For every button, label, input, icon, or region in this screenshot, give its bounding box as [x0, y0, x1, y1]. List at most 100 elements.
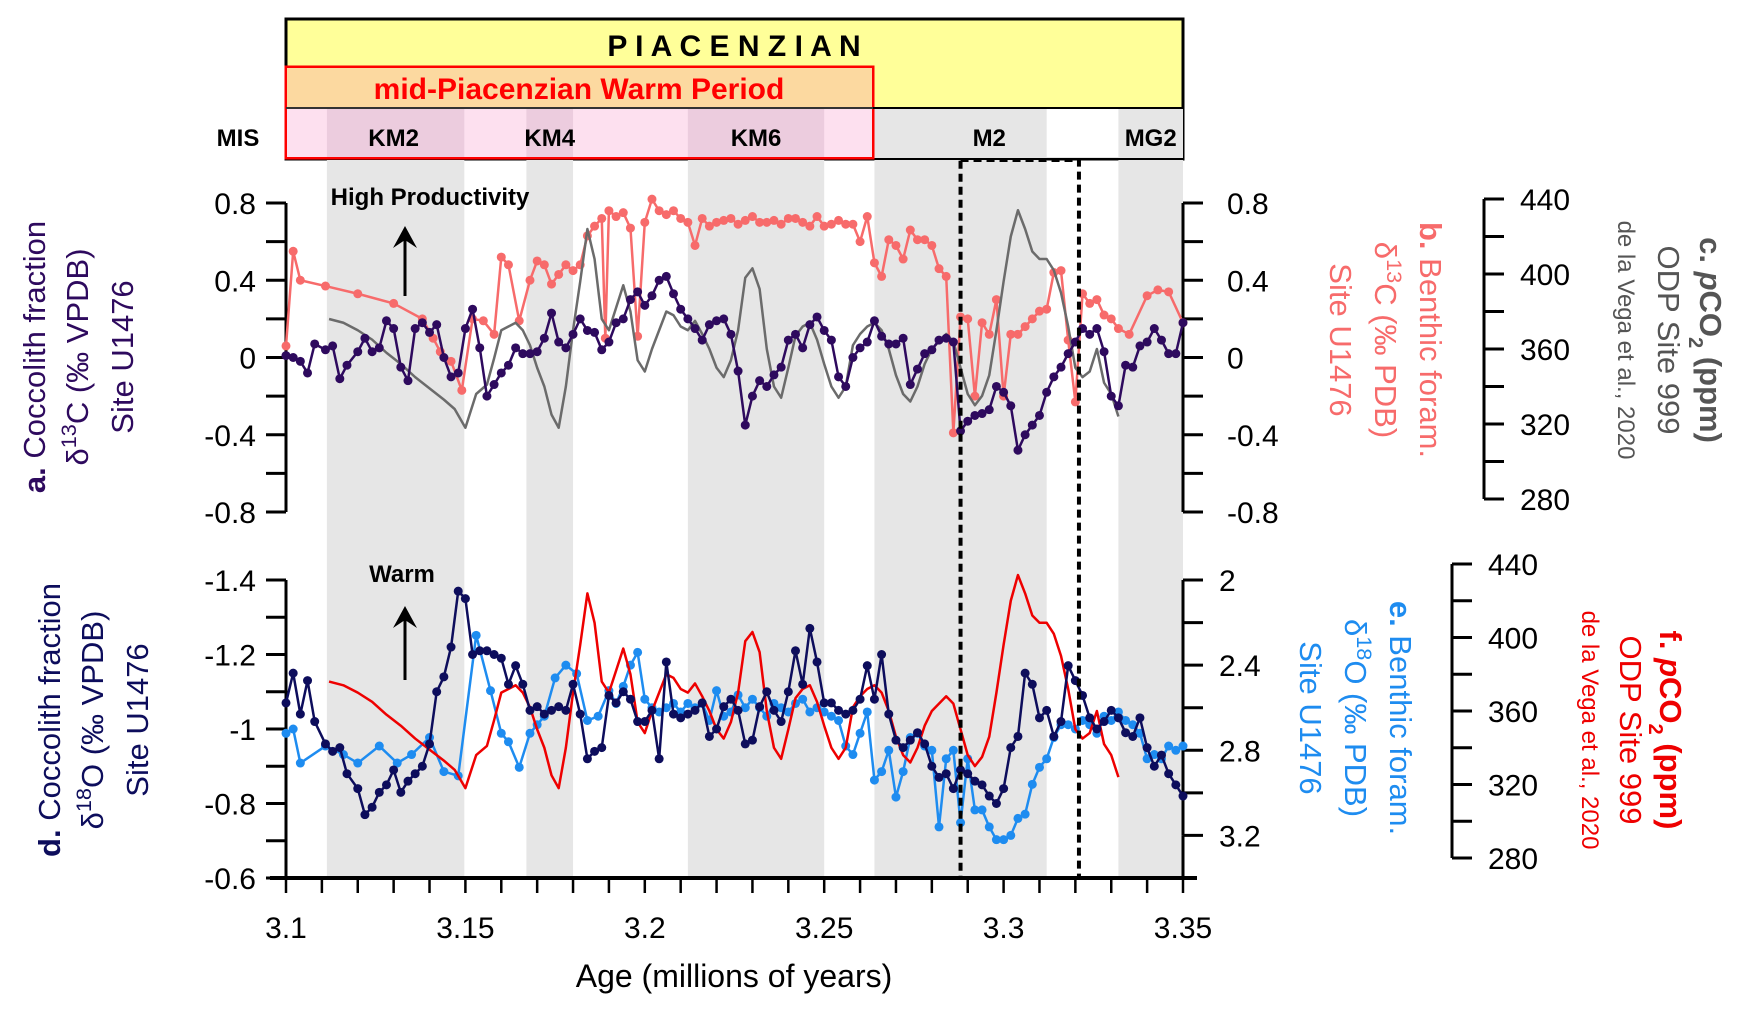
series-point-coccolith-c13 — [834, 372, 844, 382]
series-point-coccolith-c13 — [654, 275, 664, 285]
series-point-benthic-o18 — [1006, 830, 1016, 840]
series-point-benthic-c13 — [712, 217, 722, 227]
axis-d-label-3: Site U1476 — [120, 643, 155, 796]
series-point-coccolith-c13 — [554, 337, 564, 347]
series-point-benthic-c13 — [769, 215, 779, 225]
series-point-coccolith-c13 — [482, 391, 492, 401]
series-point-coccolith-c13 — [848, 353, 858, 362]
x-axis-label: Age (millions of years) — [576, 958, 893, 994]
series-point-coccolith-o18 — [1049, 731, 1059, 741]
series-point-coccolith-o18 — [453, 586, 463, 596]
series-point-benthic-o18 — [1171, 745, 1181, 755]
series-point-benthic-c13 — [719, 215, 729, 225]
series-point-benthic-o18 — [948, 745, 958, 755]
series-point-coccolith-o18 — [561, 705, 571, 715]
series-point-benthic-c13 — [568, 266, 578, 276]
series-point-coccolith-o18 — [410, 769, 420, 779]
series-point-coccolith-o18 — [1121, 728, 1131, 738]
series-point-coccolith-o18 — [1063, 661, 1073, 671]
axis-f-label: f. pCO2 (ppm) — [1644, 631, 1688, 830]
series-point-benthic-c13 — [762, 217, 772, 227]
series-point-benthic-c13 — [855, 237, 865, 247]
series-point-benthic-c13 — [912, 235, 922, 245]
series-point-coccolith-c13 — [432, 320, 442, 330]
series-point-coccolith-o18 — [848, 705, 858, 715]
glacial-band — [687, 160, 825, 878]
series-point-coccolith-c13 — [991, 381, 1001, 391]
mis-stage-km6: KM6 — [731, 125, 782, 152]
series-point-benthic-c13 — [1106, 314, 1116, 324]
series-point-coccolith-o18 — [374, 787, 384, 797]
series-point-benthic-c13 — [478, 316, 488, 326]
series-point-benthic-c13 — [539, 260, 549, 270]
series-point-benthic-c13 — [783, 213, 793, 223]
axis-e-label: e. Benthic foram. — [1383, 601, 1418, 835]
series-point-benthic-c13 — [841, 219, 851, 229]
series-point-coccolith-c13 — [410, 324, 420, 334]
mis-glacial-shade — [326, 109, 465, 157]
series-point-coccolith-o18 — [647, 705, 657, 715]
series-point-coccolith-c13 — [956, 426, 966, 436]
axis-e-tick-label: 2.4 — [1219, 650, 1261, 683]
series-point-coccolith-c13 — [920, 349, 930, 359]
series-point-benthic-o18 — [353, 758, 363, 768]
series-point-benthic-o18 — [1027, 779, 1037, 789]
series-point-coccolith-c13 — [1027, 420, 1037, 430]
axis-d-tick-label: -0.8 — [204, 789, 256, 822]
series-point-coccolith-o18 — [425, 739, 435, 749]
series-point-benthic-c13 — [618, 208, 628, 218]
series-point-coccolith-c13 — [934, 335, 944, 345]
series-point-benthic-c13 — [669, 206, 679, 216]
series-point-benthic-c13 — [654, 206, 664, 216]
series-point-coccolith-o18 — [381, 780, 391, 790]
series-point-benthic-c13 — [690, 240, 700, 250]
axis-a-tick-label: -0.8 — [204, 497, 256, 530]
series-point-coccolith-c13 — [547, 308, 557, 318]
series-point-coccolith-c13 — [396, 362, 406, 372]
series-point-coccolith-c13 — [611, 318, 621, 328]
series-point-coccolith-c13 — [805, 320, 815, 330]
series-point-coccolith-o18 — [403, 776, 413, 786]
series-point-coccolith-c13 — [1156, 335, 1166, 345]
series-point-benthic-c13 — [963, 314, 973, 324]
series-point-coccolith-c13 — [532, 347, 542, 357]
series-point-coccolith-c13 — [963, 416, 973, 426]
series-point-coccolith-c13 — [762, 381, 772, 391]
series-point-coccolith-c13 — [625, 295, 635, 305]
series-point-coccolith-o18 — [328, 746, 338, 756]
series-point-coccolith-o18 — [948, 784, 958, 794]
series-point-coccolith-c13 — [877, 331, 887, 341]
series-point-coccolith-o18 — [432, 687, 442, 697]
series-point-coccolith-o18 — [1156, 750, 1166, 760]
axis-f-tick-label: 360 — [1488, 696, 1538, 729]
series-point-coccolith-o18 — [826, 698, 836, 708]
series-point-coccolith-o18 — [335, 743, 345, 753]
series-point-benthic-o18 — [471, 630, 481, 640]
series-point-coccolith-c13 — [776, 362, 786, 372]
series-point-coccolith-c13 — [905, 380, 915, 390]
series-point-benthic-c13 — [834, 215, 844, 225]
series-point-coccolith-o18 — [1164, 769, 1174, 779]
series-point-benthic-c13 — [805, 221, 815, 231]
axis-f-label-3: de la Vega et al., 2020 — [1576, 611, 1603, 850]
series-point-benthic-o18 — [1178, 741, 1188, 751]
axis-f-tick-label: 440 — [1488, 549, 1538, 582]
series-point-benthic-c13 — [320, 281, 330, 291]
series-point-benthic-c13 — [1085, 298, 1095, 308]
series-point-coccolith-c13 — [590, 327, 600, 337]
series-point-coccolith-o18 — [783, 687, 793, 697]
series-point-benthic-o18 — [503, 737, 513, 747]
series-point-coccolith-c13 — [518, 349, 528, 359]
series-point-benthic-o18 — [1034, 762, 1044, 772]
series-point-coccolith-c13 — [439, 353, 449, 362]
series-point-benthic-c13 — [525, 275, 535, 285]
series-point-benthic-o18 — [740, 703, 750, 713]
warm-annotation: Warm — [369, 561, 435, 588]
series-point-benthic-c13 — [1034, 306, 1044, 316]
series-point-coccolith-c13 — [970, 410, 980, 420]
series-point-coccolith-o18 — [1013, 731, 1023, 741]
series-point-coccolith-c13 — [948, 337, 958, 347]
series-point-coccolith-c13 — [726, 329, 736, 339]
series-point-coccolith-o18 — [755, 702, 765, 712]
